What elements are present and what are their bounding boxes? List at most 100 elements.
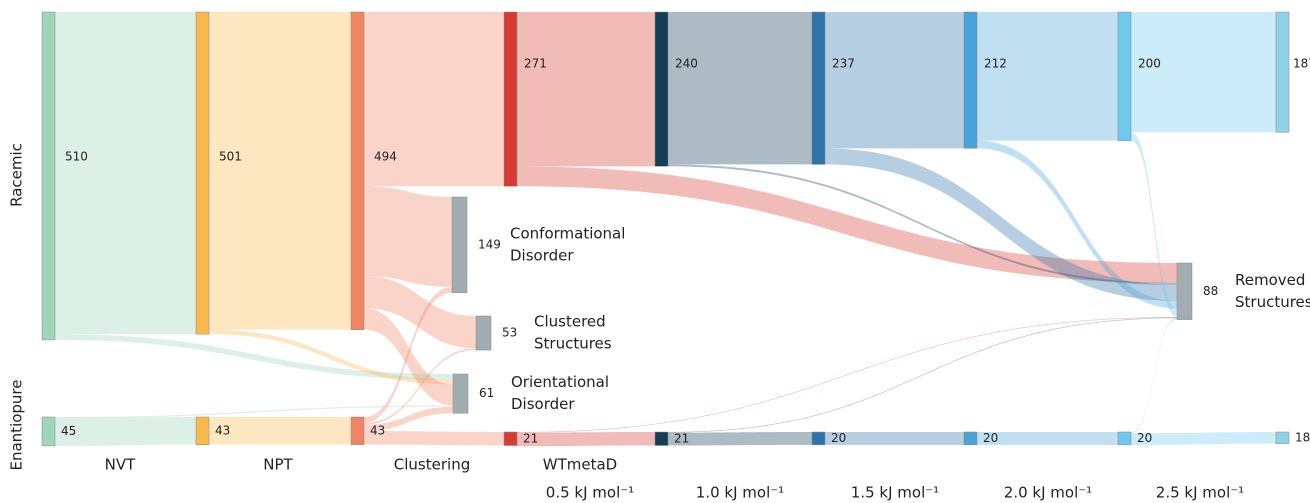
bias-label: 1.0 kJ mol⁻¹ — [696, 484, 784, 502]
node — [452, 373, 469, 414]
node-label: Removed — [1235, 271, 1305, 289]
node-value: 43 — [215, 423, 230, 437]
link — [517, 12, 655, 167]
link — [364, 308, 453, 406]
node-value: 20 — [983, 431, 998, 445]
bias-label: 2.5 kJ mol⁻¹ — [1156, 484, 1244, 502]
node-value: 21 — [523, 431, 538, 445]
link — [364, 276, 476, 349]
node-value: 149 — [478, 237, 501, 251]
node — [963, 431, 978, 446]
node — [195, 11, 210, 335]
link — [1131, 132, 1177, 318]
stage-label: Clustering — [394, 456, 470, 474]
node-label: Disorder — [511, 395, 575, 413]
node-label: Disorder — [510, 246, 574, 264]
node — [811, 431, 826, 446]
row-label: Enantiopure — [8, 379, 26, 470]
node-label: Conformational — [510, 224, 625, 242]
node-label: Structures — [1235, 293, 1310, 311]
node-value: 240 — [675, 57, 698, 71]
node-value: 21 — [674, 431, 689, 445]
node — [963, 11, 978, 149]
link — [364, 287, 452, 423]
link — [977, 432, 1118, 445]
node — [654, 431, 669, 446]
node-value: 237 — [832, 57, 855, 71]
stage-label: NPT — [263, 456, 293, 474]
node-value: 20 — [1137, 431, 1152, 445]
link — [364, 348, 476, 425]
node — [350, 416, 365, 445]
node — [41, 416, 56, 447]
links — [55, 12, 1276, 447]
node-value: 88 — [1203, 284, 1218, 298]
link — [977, 12, 1118, 141]
link — [364, 186, 452, 288]
link — [55, 405, 453, 419]
node-value: 510 — [65, 150, 88, 164]
link — [55, 334, 453, 380]
node — [1117, 431, 1132, 446]
link — [825, 148, 1177, 301]
link — [364, 12, 504, 187]
node-value: 271 — [524, 57, 547, 71]
stage-label: NVT — [105, 456, 136, 474]
node — [811, 11, 826, 165]
node — [654, 11, 669, 167]
node-value: 501 — [219, 150, 242, 164]
node-value: 187 — [1293, 57, 1310, 71]
node-value: 494 — [374, 150, 397, 164]
link — [55, 417, 196, 446]
link — [668, 164, 1177, 285]
link — [517, 432, 655, 447]
node-value: 45 — [61, 424, 76, 438]
link — [1131, 318, 1177, 434]
node-value: 43 — [370, 423, 385, 437]
node — [503, 11, 518, 187]
link — [668, 317, 1177, 433]
link — [1131, 432, 1276, 445]
labels: 510 501 494 271 240 237 212 200 187 45 43 43 21 21 20 2… — [8, 57, 1310, 502]
link — [977, 140, 1177, 309]
nodes — [41, 11, 1290, 447]
link — [55, 12, 196, 335]
link — [364, 431, 504, 446]
node — [41, 11, 56, 341]
link — [209, 417, 351, 445]
link — [668, 12, 812, 165]
link — [825, 12, 964, 149]
node — [451, 196, 468, 294]
bias-label: 2.0 kJ mol⁻¹ — [1004, 484, 1092, 502]
node — [503, 431, 518, 446]
node — [1176, 262, 1193, 320]
link — [825, 432, 964, 445]
node-value: 18 — [1295, 430, 1310, 444]
node — [475, 315, 492, 351]
node-label: Structures — [534, 335, 612, 353]
node — [1275, 11, 1290, 133]
link — [517, 166, 1177, 283]
node — [1117, 11, 1132, 141]
link — [364, 406, 453, 432]
node — [1275, 431, 1290, 444]
node — [195, 416, 210, 445]
node-label: Clustered — [534, 313, 606, 331]
node-value: 53 — [502, 326, 517, 340]
row-label: Racemic — [8, 143, 26, 207]
node-label: Orientational — [511, 373, 609, 391]
node-value: 61 — [479, 386, 494, 400]
node-value: 20 — [831, 431, 846, 445]
link — [668, 432, 812, 446]
link — [517, 317, 1177, 433]
node — [350, 11, 365, 330]
link — [209, 12, 351, 330]
bias-label: 0.5 kJ mol⁻¹ — [546, 484, 634, 502]
node-value: 200 — [1138, 57, 1161, 71]
link — [1131, 12, 1276, 133]
link — [209, 329, 453, 385]
bias-label: 1.5 kJ mol⁻¹ — [851, 484, 939, 502]
stage-label: WTmetaD — [543, 456, 617, 474]
node-value: 212 — [984, 57, 1007, 71]
